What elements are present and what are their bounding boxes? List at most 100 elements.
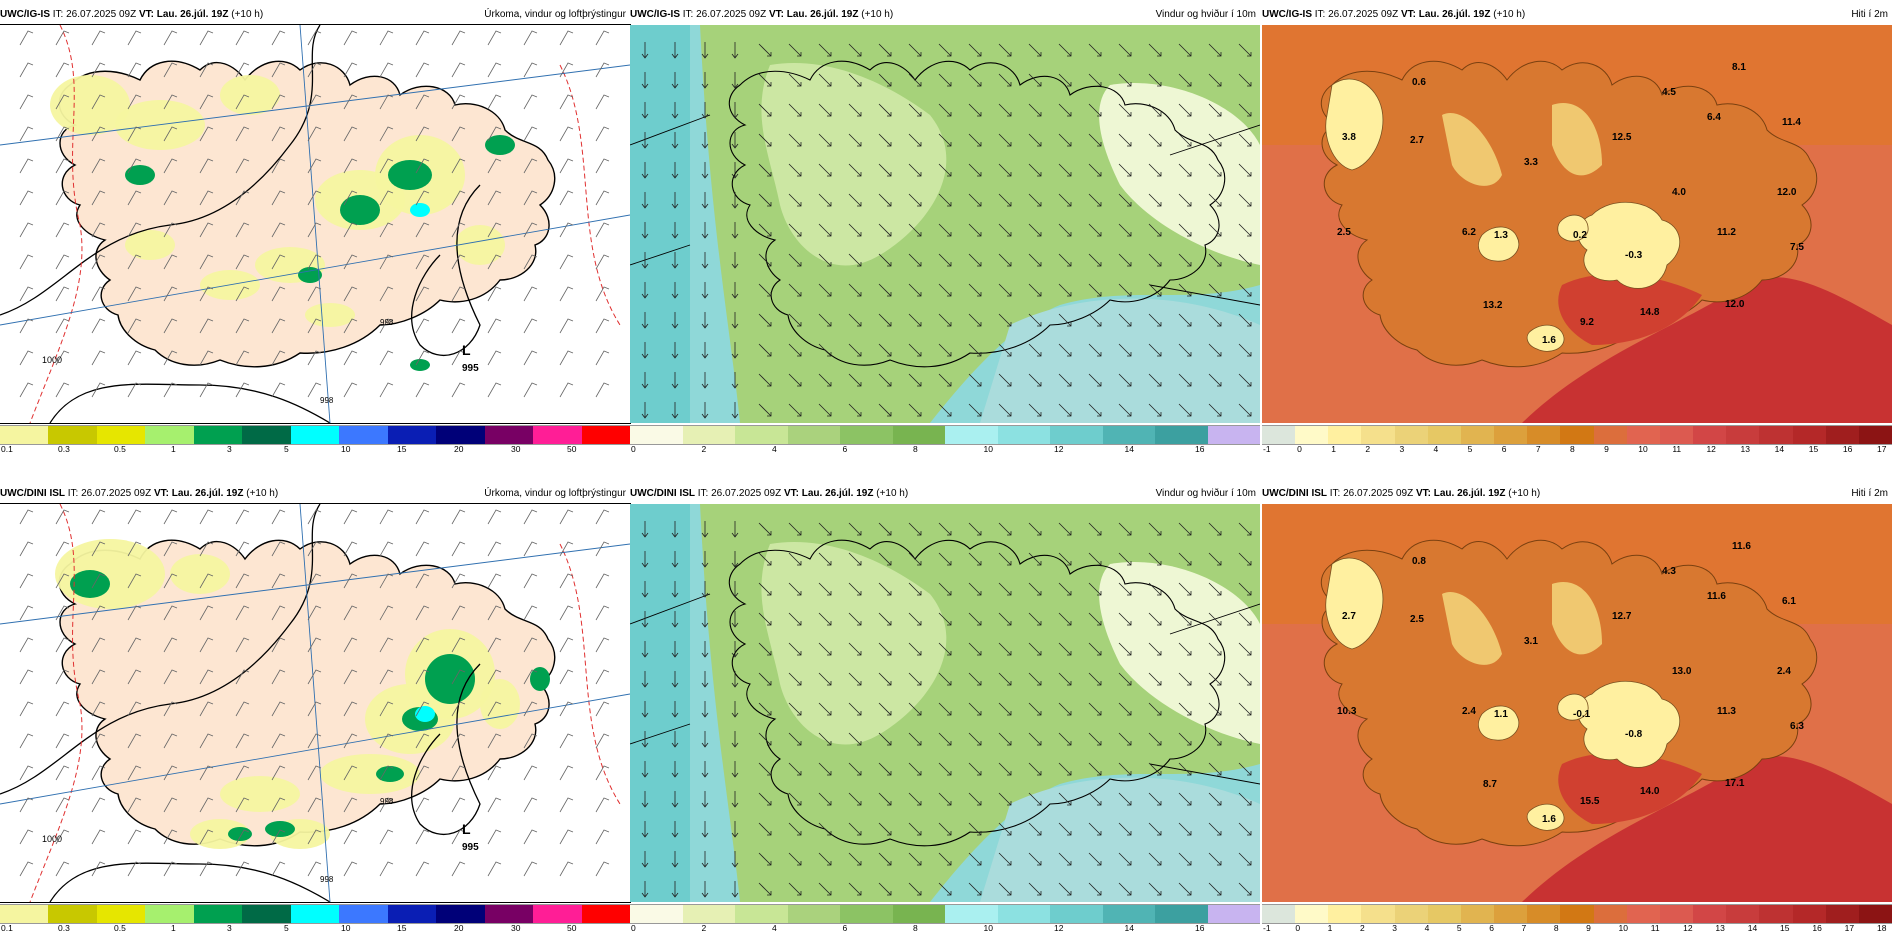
temperature-value: 3.1 <box>1524 636 1538 647</box>
wind-arrow <box>788 253 802 267</box>
wind-arrow <box>908 193 922 207</box>
color-swatch <box>436 426 485 444</box>
glacier-area <box>1557 693 1589 721</box>
scale-tick-label: 11 <box>1672 444 1682 454</box>
wind-arrow <box>998 582 1012 596</box>
wind-arrow <box>968 822 982 836</box>
wind-barb <box>559 30 574 46</box>
wind-arrow <box>731 102 739 119</box>
color-swatch <box>892 905 945 923</box>
wind-barb <box>523 190 538 206</box>
color-swatch <box>1361 905 1395 923</box>
scale-tick-label: 2 <box>1359 923 1365 933</box>
color-swatch <box>145 905 194 923</box>
wind-arrow <box>758 133 772 147</box>
wind-arrow <box>818 552 832 566</box>
wind-arrow <box>1028 163 1042 177</box>
wind-barb <box>415 62 430 78</box>
color-swatch <box>682 426 735 444</box>
glacier-area <box>1325 78 1384 171</box>
wind-arrow <box>1178 792 1192 806</box>
scale-tick-label: 7 <box>1521 923 1527 933</box>
color-swatch <box>1050 905 1103 923</box>
wind-barb <box>235 158 250 174</box>
wind-arrow <box>1178 762 1192 776</box>
pressure-label: 998 <box>320 396 334 405</box>
wind-arrow <box>1028 702 1042 716</box>
wind-barb <box>343 701 358 717</box>
wind-barb <box>127 126 142 142</box>
wind-arrow <box>1088 552 1102 566</box>
wind-arrow <box>1148 612 1162 626</box>
wind-arrow <box>818 522 832 536</box>
wind-arrow <box>758 522 772 536</box>
wind-arrow <box>1028 133 1042 147</box>
wind-arrow <box>1058 792 1072 806</box>
wind-arrow <box>998 343 1012 357</box>
wind-barb <box>595 637 610 653</box>
wind-arrow <box>1058 283 1072 297</box>
wind-arrow <box>878 822 892 836</box>
temperature-value: 6.4 <box>1707 112 1721 123</box>
wind-barb <box>127 382 142 398</box>
color-swatch <box>997 905 1050 923</box>
wind-arrow <box>878 373 892 387</box>
scale-tick-label: 9 <box>1604 444 1609 454</box>
wind-barb <box>415 541 430 557</box>
color-swatch <box>1792 905 1826 923</box>
wind-arrow <box>758 642 772 656</box>
wind-arrow <box>671 761 679 778</box>
wind-barb <box>523 797 538 813</box>
wind-arrow <box>1148 343 1162 357</box>
wind-arrow <box>701 611 709 628</box>
wind-arrow <box>1058 163 1072 177</box>
wind-barb <box>235 222 250 238</box>
wind-arrow <box>641 641 649 658</box>
wind-arrow <box>758 672 772 686</box>
wind-arrow <box>1088 672 1102 686</box>
model-name: UWC/IG-IS <box>0 9 50 20</box>
color-swatch <box>1593 905 1627 923</box>
temperature-value: 17.1 <box>1725 778 1745 789</box>
wind-arrow <box>788 852 802 866</box>
wind-arrow <box>671 551 679 568</box>
valid-time: Lau. 26.júl. 19Z <box>1433 488 1506 499</box>
wind-barb <box>415 158 430 174</box>
wind-barb <box>343 190 358 206</box>
wind-arrow <box>641 671 649 688</box>
panel-header: UWC/DINI ISL IT: 26.07.2025 09Z VT: Lau.… <box>630 487 1260 501</box>
wind-barb <box>559 382 574 398</box>
wind-barb <box>55 797 70 813</box>
wind-barb <box>415 829 430 845</box>
wind-barb <box>595 62 610 78</box>
wind-arrow <box>731 641 739 658</box>
init-time: 26.07.2025 09Z <box>711 488 782 499</box>
wind-arrow <box>731 162 739 179</box>
wind-barb <box>307 318 322 334</box>
wind-arrow <box>758 373 772 387</box>
color-swatch <box>533 426 582 444</box>
pressure-label: 998 <box>380 797 394 806</box>
wind-barb <box>595 382 610 398</box>
color-swatch <box>242 905 291 923</box>
map-area: 0.6 3.8 2.7 3.3 12.5 4.5 8.1 6.4 11.4 4.0 12.0 2.5 6… <box>1262 25 1892 423</box>
temperature-value: 12.0 <box>1777 187 1797 198</box>
precip-area-heavy <box>376 766 404 782</box>
wind-arrow <box>998 522 1012 536</box>
wind-arrow <box>908 223 922 237</box>
wind-barb <box>487 733 502 749</box>
wind-barb <box>235 797 250 813</box>
scale-tick-label: 0.3 <box>58 444 70 454</box>
wind-arrow <box>758 73 772 87</box>
wind-arrow <box>968 582 982 596</box>
wind-arrow <box>758 582 772 596</box>
wind-barb <box>343 254 358 270</box>
wind-arrow <box>1238 73 1252 87</box>
wind-arrow <box>1088 882 1102 896</box>
wind-barb <box>91 829 106 845</box>
wind-barb <box>19 190 34 206</box>
wind-arrow <box>998 223 1012 237</box>
wind-barb <box>307 254 322 270</box>
wind-barb <box>19 254 34 270</box>
wind-barb <box>199 318 214 334</box>
